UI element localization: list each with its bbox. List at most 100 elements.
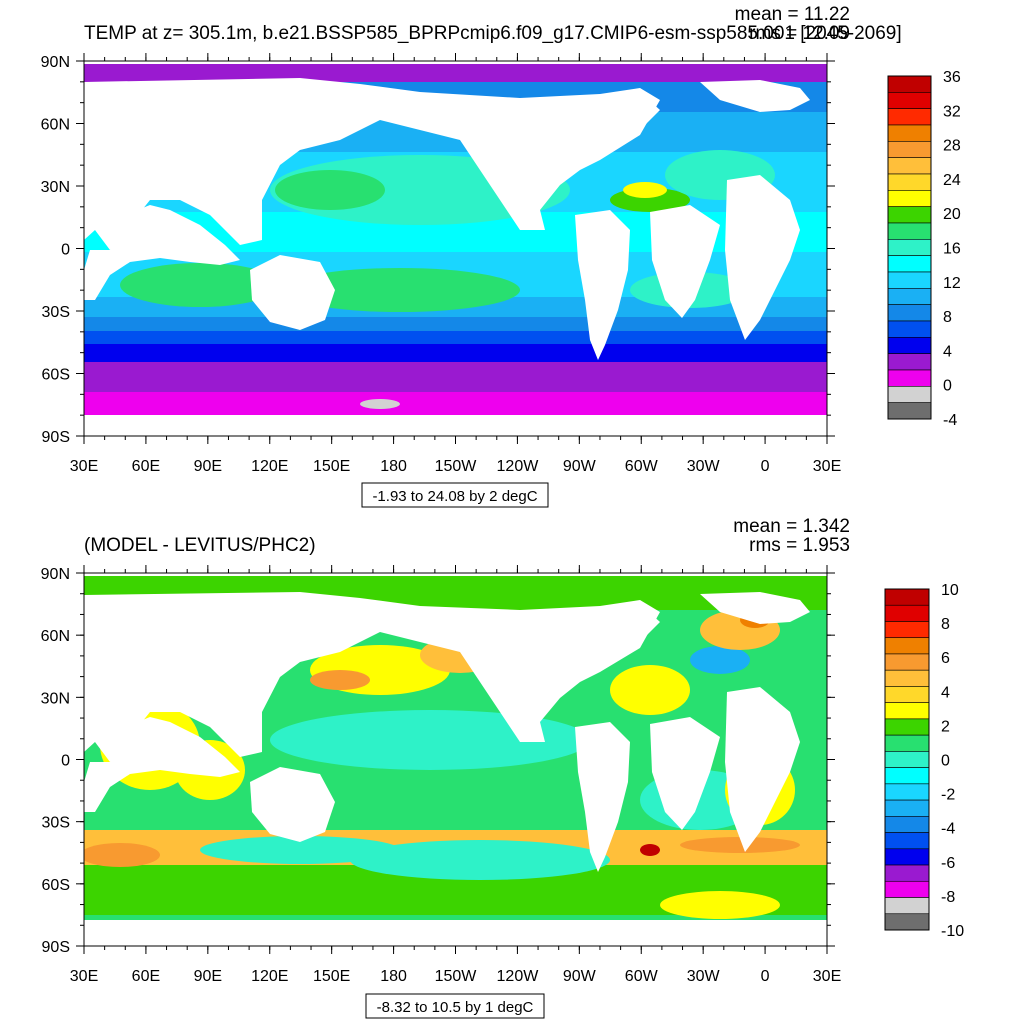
- lat-label: 90N: [41, 54, 70, 71]
- lon-label: 60W: [625, 458, 659, 475]
- top-subtitle-box: [361, 482, 549, 508]
- colorbar-swatch: [887, 173, 932, 191]
- lon-label: 30E: [813, 458, 841, 475]
- lat-label: 30N: [41, 690, 70, 707]
- colorbar-swatch: [884, 816, 930, 833]
- lon-label: 60E: [132, 968, 160, 985]
- bottom-panel: (MODEL - LEVITUS/PHC2) mean = 1.342 rms …: [41, 516, 964, 1019]
- colorbar-swatch: [887, 304, 932, 322]
- colorbar-label: 0: [943, 378, 952, 395]
- colorbar-label: 36: [943, 69, 961, 86]
- lon-label: 120W: [497, 968, 540, 985]
- lat-label: 60N: [41, 628, 70, 645]
- colorbar-swatch: [887, 124, 932, 142]
- colorbar-label: 28: [943, 138, 961, 155]
- colorbar-swatch: [884, 913, 930, 931]
- lat-label: 60S: [42, 877, 70, 894]
- colorbar-label: 8: [941, 616, 950, 633]
- bottom-subtitle-box: [365, 993, 545, 1019]
- colorbar-label: -2: [941, 787, 955, 804]
- colorbar-swatch: [887, 206, 932, 224]
- colorbar-label: 20: [943, 206, 961, 223]
- bottom-lon-labels: 30E 60E 90E 120E 150E 180 150W 120W 90W 60W 30W 0 30…: [70, 968, 841, 985]
- lat-label: 30S: [42, 815, 70, 832]
- lon-label: 150W: [435, 968, 478, 985]
- colorbar-swatch: [884, 653, 930, 671]
- colorbar-swatch: [884, 686, 930, 703]
- colorbar-swatch: [884, 588, 930, 606]
- colorbar-swatch: [887, 157, 932, 175]
- colorbar-swatch: [884, 783, 930, 801]
- lon-label: 30W: [687, 968, 721, 985]
- lon-label: 0: [761, 968, 770, 985]
- bottom-axis-ticks: [76, 565, 835, 954]
- bottom-colorbar: 10 8 6 4 2 0 -2 -4 -6 -8 -10: [884, 582, 964, 940]
- colorbar-swatch: [884, 637, 930, 655]
- lon-label: 180: [380, 458, 407, 475]
- bottom-panel-rms: rms = 1.953: [749, 535, 850, 556]
- lat-label: 30N: [41, 179, 70, 196]
- bottom-panel-mean: mean = 1.342: [733, 516, 850, 537]
- colorbar-label: -4: [941, 821, 955, 838]
- colorbar-swatch: [884, 897, 930, 915]
- top-panel-mean: mean = 11.22: [735, 4, 850, 25]
- lon-label: 150E: [313, 458, 350, 475]
- colorbar-swatch: [884, 751, 930, 768]
- colorbar-swatch: [884, 799, 930, 817]
- bottom-map: [84, 573, 827, 946]
- colorbar-label: 32: [943, 103, 961, 120]
- lon-label: 60E: [132, 458, 160, 475]
- colorbar-label: 4: [941, 684, 950, 701]
- lat-label: 30S: [42, 304, 70, 321]
- top-panel-rms: rms = 12.09: [749, 23, 850, 44]
- bottom-lat-labels: 90N 60N 30N 0 30S 60S 90S: [41, 566, 70, 956]
- colorbar-swatch: [887, 75, 932, 93]
- lon-label: 150W: [435, 458, 478, 475]
- bottom-panel-title: (MODEL - LEVITUS/PHC2): [84, 535, 316, 556]
- lon-label: 150E: [313, 968, 350, 985]
- colorbar-label: 6: [941, 650, 950, 667]
- lat-label: 0: [61, 242, 70, 259]
- top-lat-labels: 90N 60N 30N 0 30S 60S 90S: [41, 54, 70, 446]
- colorbar-swatch: [887, 369, 932, 387]
- colorbar-label: 0: [941, 753, 950, 770]
- colorbar-swatch: [887, 386, 932, 403]
- lat-label: 60S: [42, 367, 70, 384]
- colorbar-swatch: [887, 402, 932, 420]
- lon-label: 120W: [497, 458, 540, 475]
- lon-label: 90W: [563, 968, 597, 985]
- colorbar-label: 24: [943, 172, 961, 189]
- lon-label: 120E: [251, 458, 288, 475]
- colorbar-swatch: [884, 621, 930, 639]
- colorbar-swatch: [884, 832, 930, 850]
- colorbar-swatch: [884, 604, 930, 622]
- lon-label: 0: [761, 458, 770, 475]
- colorbar-swatch: [887, 92, 932, 109]
- colorbar-label: -6: [941, 855, 955, 872]
- lat-label: 0: [61, 753, 70, 770]
- top-axis-ticks: [76, 53, 835, 444]
- colorbar-swatch: [887, 271, 932, 289]
- colorbar-label: 16: [943, 241, 961, 258]
- lon-label: 180: [380, 968, 407, 985]
- colorbar-swatch: [887, 288, 932, 305]
- lon-label: 30W: [687, 458, 721, 475]
- colorbar-swatch: [884, 718, 930, 736]
- colorbar-label: -8: [941, 889, 955, 906]
- colorbar-swatch: [887, 190, 932, 207]
- top-land: [84, 61, 827, 436]
- colorbar-swatch: [887, 353, 932, 371]
- top-panel: TEMP at z= 305.1m, b.e21.BSSP585_BPRPcmi…: [41, 4, 961, 508]
- colorbar-label: 2: [941, 718, 950, 735]
- top-colorbar: 36 32 28 24 20 16 12 8 4 0 -4: [887, 69, 961, 429]
- colorbar-swatch: [887, 141, 932, 158]
- lat-label: 90S: [42, 939, 70, 956]
- colorbar-label: 10: [941, 582, 959, 599]
- bottom-land: [84, 573, 827, 946]
- colorbar-label: -10: [941, 923, 964, 940]
- lon-label: 90W: [563, 458, 597, 475]
- bottom-subtitle: -8.32 to 10.5 by 1 degC: [377, 999, 534, 1016]
- colorbar-swatch: [884, 767, 930, 785]
- colorbar-label: -4: [943, 412, 957, 429]
